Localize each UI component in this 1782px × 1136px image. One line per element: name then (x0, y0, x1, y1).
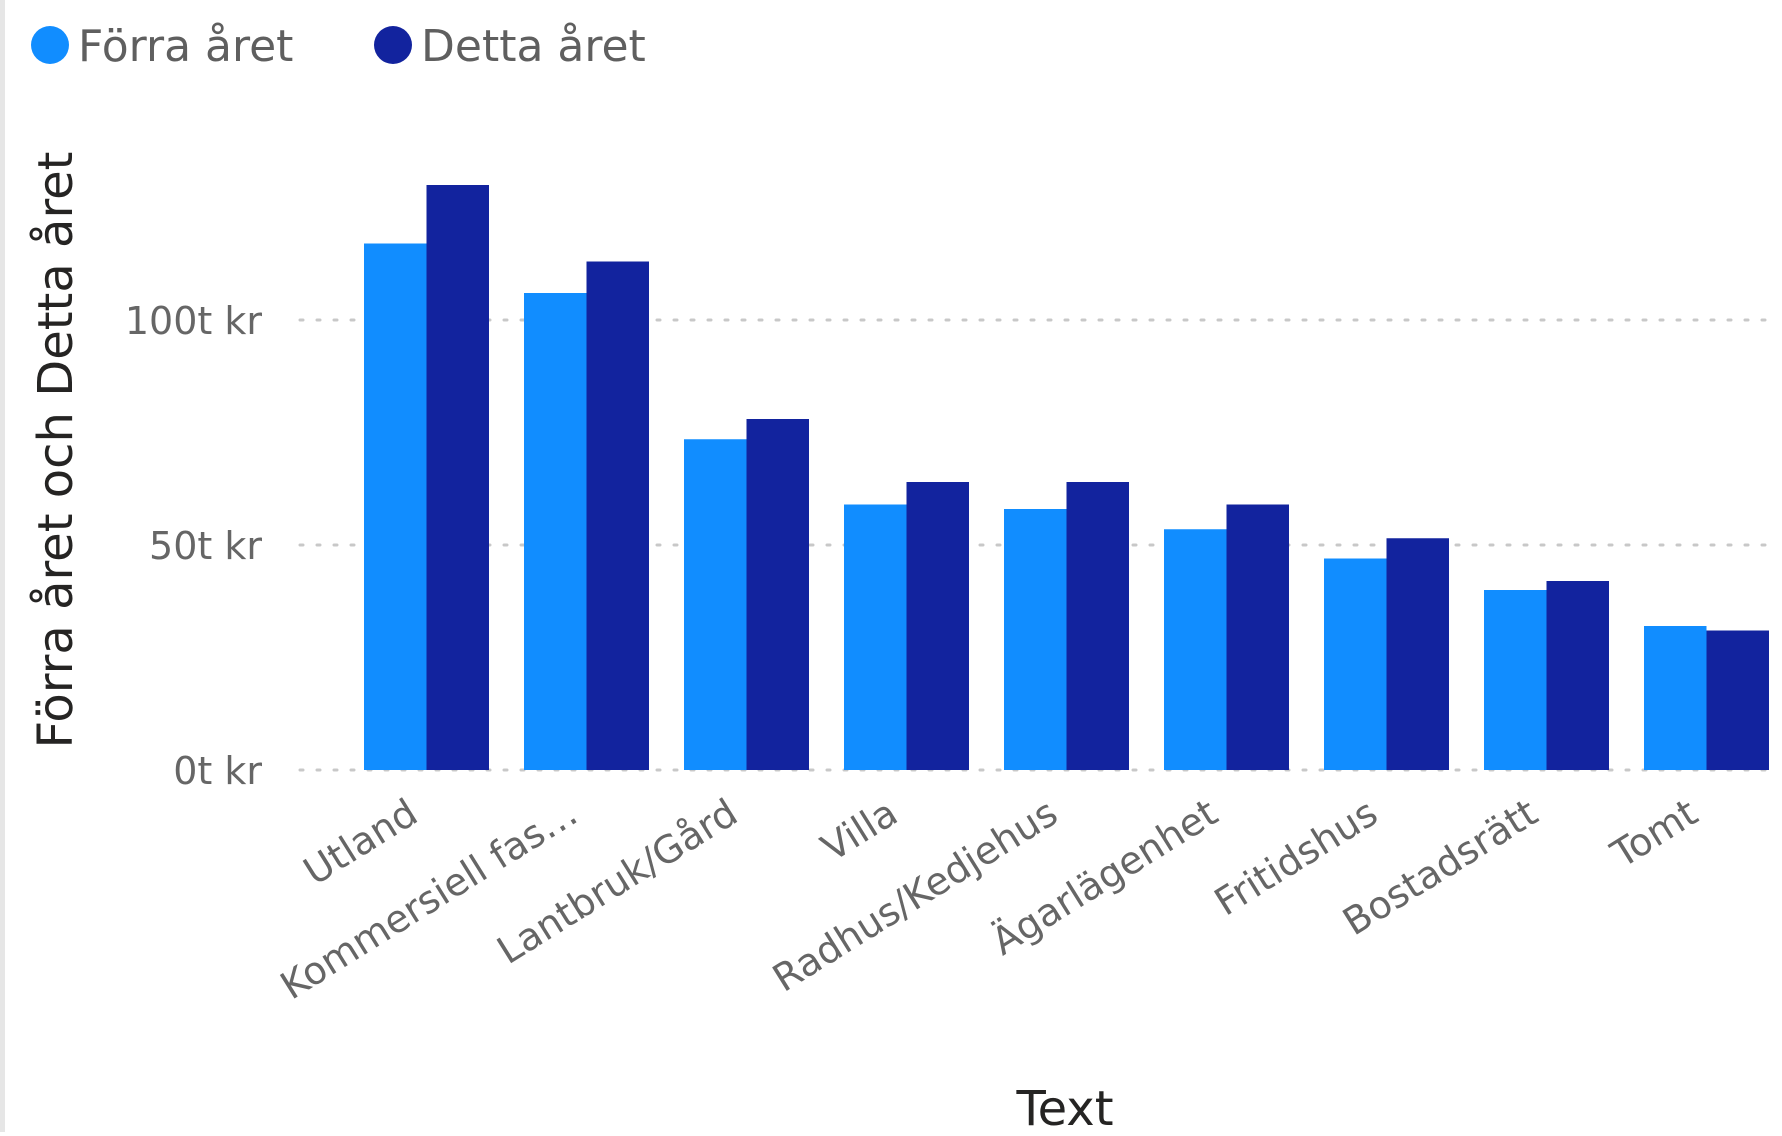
legend-label-1[interactable]: Detta året (421, 21, 646, 72)
bar-0-4[interactable] (1004, 509, 1067, 770)
bar-0-1[interactable] (524, 293, 587, 770)
bar-1-1[interactable] (586, 261, 650, 771)
y-axis-ticks: 0t kr 50t kr 100t kr (125, 299, 263, 793)
y-tick-label-2: 100t kr (125, 299, 263, 343)
y-axis-title: Förra året och Detta året (28, 152, 84, 749)
legend-marker-0[interactable] (31, 26, 69, 64)
bar-0-3[interactable] (844, 504, 907, 771)
bar-0-0[interactable] (364, 243, 427, 771)
x-tick-label-3: Villa (814, 790, 905, 870)
bars[interactable] (364, 185, 1769, 770)
bar-0-2[interactable] (684, 439, 747, 770)
y-tick-label-1: 50t kr (149, 524, 262, 568)
x-axis-title: Text (1015, 1081, 1113, 1132)
bar-1-6[interactable] (1386, 538, 1450, 770)
bar-1-4[interactable] (1066, 482, 1130, 770)
bar-1-3[interactable] (906, 482, 970, 770)
bar-0-8[interactable] (1644, 626, 1707, 770)
x-tick-label-1: Kommersiell fas… (273, 790, 585, 1008)
bar-0-7[interactable] (1484, 590, 1547, 770)
bar-0-6[interactable] (1324, 558, 1387, 771)
bar-1-2[interactable] (746, 419, 810, 770)
bar-1-7[interactable] (1546, 581, 1610, 770)
legend-label-0[interactable]: Förra året (78, 21, 293, 72)
legend-marker-1[interactable] (374, 26, 412, 64)
x-tick-label-4: Radhus/Kedjehus (765, 790, 1065, 1000)
bar-1-5[interactable] (1226, 504, 1290, 771)
left-border (0, 0, 5, 1132)
legend[interactable]: Förra året Detta året (31, 21, 646, 72)
y-tick-label-0: 0t kr (173, 749, 262, 793)
x-tick-label-0: Utland (296, 790, 425, 893)
bar-1-8[interactable] (1706, 630, 1770, 771)
bar-0-5[interactable] (1164, 529, 1227, 770)
x-tick-label-8: Tomt (1603, 790, 1705, 877)
bar-1-0[interactable] (426, 185, 490, 770)
